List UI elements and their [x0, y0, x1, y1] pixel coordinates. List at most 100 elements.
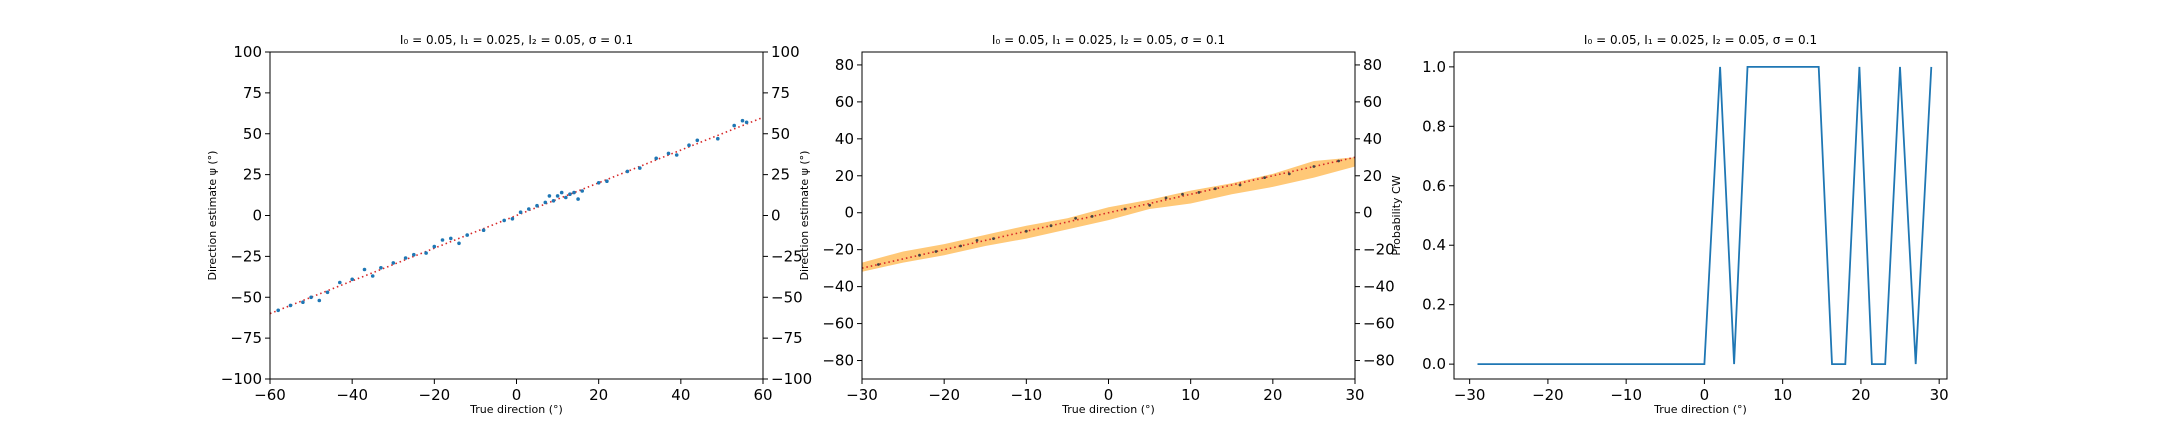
right-y-tick-label: 50: [771, 125, 790, 143]
data-point: [502, 218, 507, 223]
right-y-tick-label: −80: [1363, 352, 1395, 370]
data-point: [547, 194, 552, 198]
data-point: [654, 156, 658, 161]
x-tick-label: 10: [1773, 386, 1792, 404]
data-point: [1238, 183, 1242, 187]
data-point: [580, 189, 584, 193]
x-tick-label: −30: [1454, 386, 1486, 404]
reference-line: [270, 116, 763, 315]
x-tick-label: 20: [1851, 386, 1870, 404]
data-point: [1074, 216, 1077, 220]
data-point: [572, 190, 576, 195]
data-point: [744, 120, 749, 125]
y-tick-label: 0: [844, 204, 854, 222]
data-point: [605, 179, 609, 183]
y-tick-label: 0.2: [1422, 296, 1446, 314]
data-point: [992, 237, 995, 241]
x-tick-label: −10: [1011, 386, 1043, 404]
data-point: [555, 194, 560, 198]
x-tick-label: 20: [1263, 386, 1282, 404]
right-y-tick-label: 60: [1363, 93, 1382, 111]
y-axis-label: Direction estimate ψ (°): [206, 151, 219, 281]
data-point: [391, 261, 396, 265]
data-point: [687, 143, 691, 147]
y-tick-label: 0: [252, 207, 262, 225]
data-point: [934, 250, 938, 253]
data-point: [918, 253, 921, 257]
data-point: [440, 238, 445, 242]
data-point: [309, 295, 313, 300]
right-y-tick-label: −60: [1363, 315, 1395, 333]
data-point: [695, 138, 700, 143]
chart-title: I₀ = 0.05, I₁ = 0.025, I₂ = 0.05, σ = 0.…: [992, 33, 1225, 47]
data-point: [301, 300, 305, 305]
data-point: [1049, 224, 1053, 228]
data-point: [666, 151, 671, 156]
data-point: [716, 136, 720, 141]
x-tick-label: −40: [336, 386, 368, 404]
data-point: [1090, 215, 1094, 218]
data-point: [1213, 187, 1217, 191]
data-point: [412, 252, 416, 257]
data-point: [1148, 203, 1151, 207]
x-tick-label: −60: [254, 386, 286, 404]
data-point: [732, 123, 736, 128]
data-point: [457, 241, 461, 246]
data-point: [596, 181, 601, 185]
data-point: [625, 169, 630, 174]
x-tick-label: 30: [1345, 386, 1364, 404]
data-point: [338, 280, 342, 285]
data-point: [481, 228, 486, 232]
data-point: [564, 195, 568, 200]
right-y-tick-label: −25: [771, 247, 803, 265]
data-point: [432, 244, 437, 249]
x-tick-label: −20: [1532, 386, 1564, 404]
data-point: [449, 236, 453, 241]
data-point: [568, 192, 572, 196]
y-axis-label: Direction estimate ψ (°): [798, 151, 811, 281]
y-tick-label: 75: [243, 84, 262, 102]
x-tick-label: −20: [419, 386, 451, 404]
right-y-tick-label: −20: [1363, 241, 1395, 259]
x-tick-label: 10: [1181, 386, 1200, 404]
y-tick-label: −60: [822, 315, 854, 333]
x-tick-label: 60: [753, 386, 772, 404]
chart-title: I₀ = 0.05, I₁ = 0.025, I₂ = 0.05, σ = 0.…: [400, 33, 633, 47]
data-point: [674, 153, 679, 157]
data-point: [535, 203, 539, 208]
right-y-tick-label: 75: [771, 84, 790, 102]
y-tick-label: −40: [822, 278, 854, 296]
plot-area: [862, 156, 1355, 272]
plot-area: [1477, 66, 1933, 365]
x-tick-label: 30: [1930, 386, 1949, 404]
data-point: [959, 244, 962, 248]
axes-frame: [1453, 51, 1948, 380]
x-tick-label: 0: [1700, 386, 1710, 404]
data-point: [1337, 159, 1340, 163]
data-point: [362, 267, 367, 272]
right-y-tick-label: 0: [1363, 204, 1373, 222]
y-tick-label: −20: [822, 241, 854, 259]
reference-line: [862, 156, 1355, 269]
x-tick-label: 20: [589, 386, 608, 404]
y-tick-label: 0.4: [1422, 236, 1446, 254]
right-y-tick-label: −50: [771, 288, 803, 306]
plot-area: [270, 116, 763, 315]
data-point: [518, 210, 523, 214]
right-y-tick-label: −75: [771, 329, 803, 347]
x-axis-label: True direction (°): [469, 403, 563, 416]
y-tick-label: −80: [822, 352, 854, 370]
data-point: [576, 197, 580, 201]
right-y-tick-label: 25: [771, 166, 790, 184]
chart-title: I₀ = 0.05, I₁ = 0.025, I₂ = 0.05, σ = 0.…: [1584, 33, 1817, 47]
y-tick-label: 0.6: [1422, 177, 1446, 195]
data-point: [317, 298, 322, 303]
data-point: [543, 200, 548, 205]
right-y-tick-label: 100: [771, 43, 800, 61]
y-tick-label: −75: [230, 329, 262, 347]
x-tick-label: 40: [671, 386, 690, 404]
data-point: [1197, 191, 1201, 194]
right-y-tick-label: 0: [771, 207, 781, 225]
y-tick-label: 100: [233, 43, 262, 61]
